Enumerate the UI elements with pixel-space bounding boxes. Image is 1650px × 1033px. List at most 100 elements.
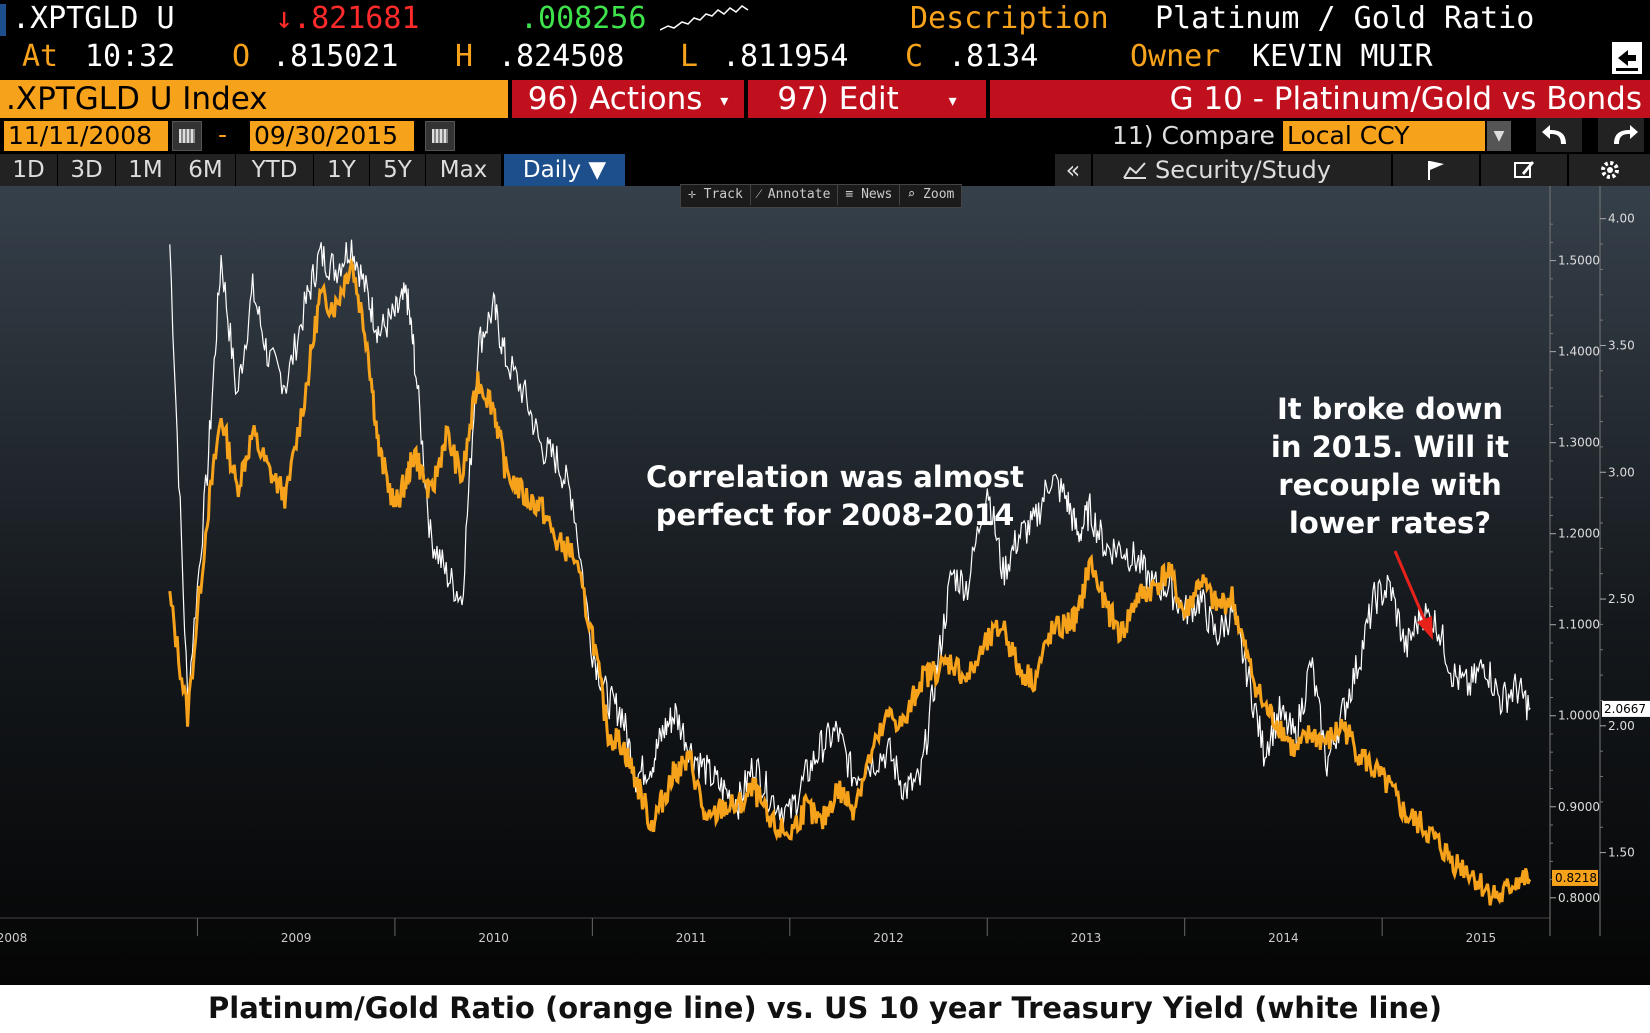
- security-study-label: Security/Study: [1155, 156, 1331, 184]
- caret-down-icon: ▾: [948, 90, 957, 110]
- ticker-symbol: .XPTGLD U: [12, 1, 175, 36]
- low-value: .811954: [722, 39, 849, 74]
- ratio-line: [168, 257, 1532, 906]
- annotate-button[interactable]: ⁄ Annotate: [751, 185, 839, 205]
- x-tick-label: 2012: [873, 931, 904, 945]
- ratio-tick-label: 1.1000: [1558, 618, 1600, 632]
- high-value: .824508: [498, 39, 625, 74]
- range-ytd[interactable]: YTD: [236, 154, 314, 186]
- zoom-button[interactable]: ⌕ Zoom: [907, 187, 955, 202]
- open-value: .815021: [272, 39, 399, 74]
- chart-title: G 10 - Platinum/Gold vs Bonds: [990, 80, 1650, 118]
- chart-mini-toolbar: ✛ Track ⁄ Annotate ≡ News ⌕ Zoom: [680, 184, 963, 208]
- chart-background: [0, 186, 1650, 986]
- chart-caption: Platinum/Gold Ratio (orange line) vs. US…: [0, 985, 1650, 1033]
- x-tick-label: 2015: [1466, 931, 1497, 945]
- range-1d[interactable]: 1D: [0, 154, 58, 186]
- description-value: Platinum / Gold Ratio: [1155, 1, 1535, 36]
- yield-tick-label: 4.00: [1608, 212, 1635, 226]
- collapse-icon[interactable]: «: [1055, 154, 1091, 186]
- x-tick-label: 2011: [676, 931, 707, 945]
- range-1m[interactable]: 1M: [116, 154, 176, 186]
- last-price: ↓.821681: [275, 1, 420, 36]
- settings-gear-icon[interactable]: [1569, 154, 1650, 186]
- owner-value: KEVIN MUIR: [1252, 39, 1433, 74]
- price-chart[interactable]: 2008 2009 2010 2011 2012 2013 2014 2015 1.50001…: [0, 186, 1650, 986]
- last-yield-badge: [1602, 700, 1650, 717]
- security-study-button[interactable]: Security/Study: [1093, 154, 1391, 186]
- annotation-breakdown: It broke down in 2015. Will it recouple …: [1250, 390, 1530, 542]
- security-marker: [0, 4, 6, 36]
- ratio-tick-label: 1.2000: [1558, 527, 1600, 541]
- at-label: At: [22, 39, 59, 74]
- x-axis: 2008 2009 2010 2011 2012 2013 2014 2015: [0, 917, 1550, 945]
- calendar-icon[interactable]: [425, 121, 455, 151]
- range-6m[interactable]: 6M: [176, 154, 236, 186]
- sparkline-icon: [660, 5, 749, 31]
- redo-icon[interactable]: [1598, 118, 1644, 152]
- dropdown-arrow-icon[interactable]: ▼: [1487, 121, 1511, 151]
- annotation-correlation: Correlation was almost perfect for 2008-…: [640, 458, 1030, 534]
- compare-label: 11) Compare: [1112, 121, 1275, 150]
- date-separator: -: [218, 120, 228, 149]
- x-tick-label: 2008: [0, 931, 27, 945]
- last-ratio-label: 0.8218: [1555, 871, 1597, 885]
- range-3d[interactable]: 3D: [58, 154, 116, 186]
- yield-tick-label: 2.50: [1608, 592, 1635, 606]
- quote-time: 10:32: [85, 39, 176, 74]
- yield-line: [169, 239, 1531, 826]
- close-value: .8134: [948, 39, 1039, 74]
- news-button[interactable]: ≡ News: [838, 185, 901, 205]
- net-change: .008256: [520, 1, 647, 36]
- red-arrow-annotation: [1393, 550, 1433, 640]
- ratio-tick-label: 1.4000: [1558, 345, 1600, 359]
- x-tick-label: 2014: [1268, 931, 1299, 945]
- caret-down-icon: ▾: [720, 90, 729, 110]
- chart-study-icon: [1123, 162, 1146, 179]
- close-label: C: [905, 39, 924, 74]
- annotation-line: perfect for 2008-2014: [655, 498, 1015, 532]
- series-group: [168, 239, 1532, 906]
- x-tick-label: 2009: [281, 931, 312, 945]
- export-icon[interactable]: [1612, 42, 1642, 74]
- edit-label: 97) Edit: [777, 81, 899, 117]
- track-button[interactable]: ✛ Track: [681, 185, 751, 205]
- ratio-tick-label: 0.8000: [1558, 891, 1600, 905]
- open-label: O: [232, 39, 251, 74]
- yield-tick-label: 1.50: [1608, 846, 1635, 860]
- end-date-field[interactable]: 09/30/2015: [250, 121, 414, 151]
- y-axis: 1.5000 1.4000 1.3000 1.2000 1.1000 1.0000 0.90…: [1549, 186, 1650, 936]
- actions-menu[interactable]: 96) Actions ▾: [512, 80, 744, 118]
- range-1y[interactable]: 1Y: [314, 154, 370, 186]
- calendar-icon[interactable]: [172, 121, 202, 151]
- annotation-line: in 2015. Will it: [1270, 430, 1510, 464]
- owner-label: Owner: [1130, 39, 1221, 74]
- yield-tick-label: 3.50: [1608, 338, 1635, 352]
- ratio-tick-label: 1.3000: [1558, 436, 1600, 450]
- range-5y[interactable]: 5Y: [370, 154, 426, 186]
- ratio-tick-label: 0.9000: [1558, 800, 1600, 814]
- period-select[interactable]: Daily ▼: [504, 154, 626, 186]
- ratio-tick-label: 1.5000: [1558, 254, 1600, 268]
- annotation-line: lower rates?: [1288, 506, 1492, 540]
- index-name-bar: .XPTGLD U Index: [0, 80, 508, 118]
- yield-tick-label: 2.00: [1608, 719, 1635, 733]
- undo-icon[interactable]: [1536, 118, 1582, 152]
- annotation-line: Correlation was almost: [646, 460, 1024, 494]
- low-label: L: [680, 39, 699, 74]
- edit-menu[interactable]: 97) Edit ▾: [748, 80, 986, 118]
- ratio-tick-label: 1.0000: [1558, 709, 1600, 723]
- compare-select[interactable]: Local CCY: [1283, 121, 1485, 151]
- annotation-line: recouple with: [1278, 468, 1502, 502]
- edit-chart-icon[interactable]: [1481, 154, 1567, 186]
- start-date-field[interactable]: 11/11/2008: [4, 121, 168, 151]
- actions-label: 96) Actions: [527, 81, 703, 117]
- description-label: Description: [910, 1, 1109, 36]
- yield-tick-label: 3.00: [1608, 465, 1635, 479]
- annotation-line: It broke down: [1276, 392, 1504, 426]
- x-tick-label: 2013: [1071, 931, 1102, 945]
- high-label: H: [455, 39, 474, 74]
- x-tick-label: 2010: [478, 931, 509, 945]
- range-max[interactable]: Max: [426, 154, 502, 186]
- flag-icon[interactable]: [1393, 154, 1479, 186]
